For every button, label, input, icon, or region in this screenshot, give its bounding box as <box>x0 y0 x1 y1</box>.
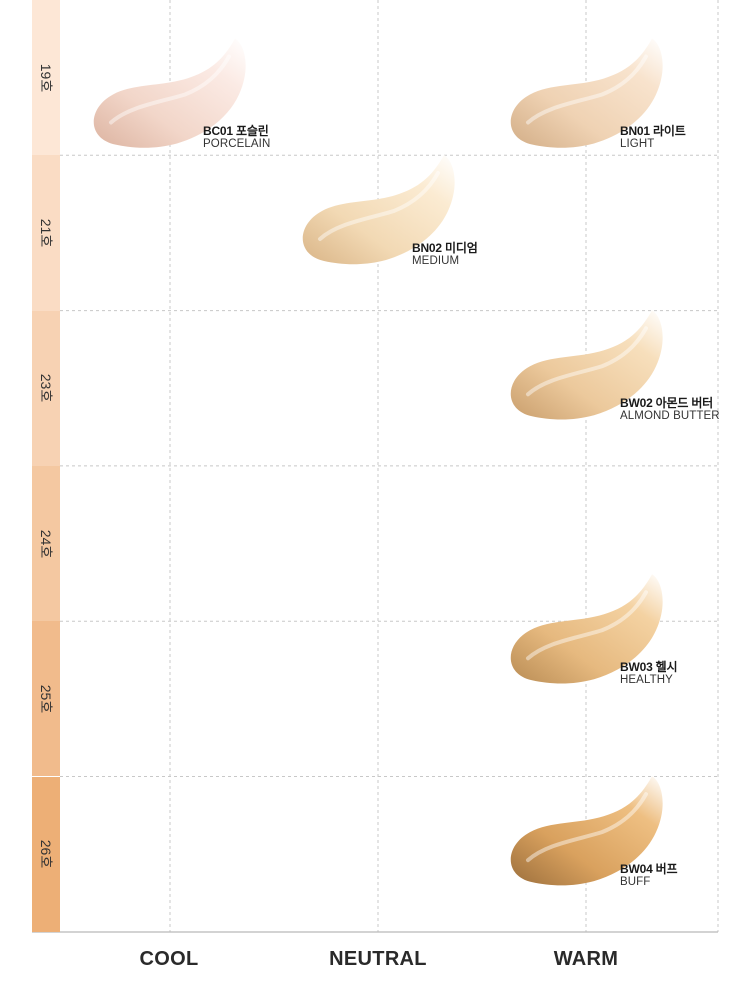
product-name: LIGHT <box>620 138 655 151</box>
swatch-shape <box>510 574 663 684</box>
product-code: BW03 헬시 <box>620 660 678 675</box>
column-label-neutral: NEUTRAL <box>329 948 427 970</box>
product-code: BN02 미디엄 <box>412 240 478 255</box>
swatch-healthy <box>510 574 663 684</box>
shade-band-26호 <box>32 776 60 932</box>
product-code: BN01 라이트 <box>620 124 686 139</box>
product-name: ALMOND BUTTER <box>620 410 720 423</box>
product-name: PORCELAIN <box>203 138 271 151</box>
column-label-cool: COOL <box>139 948 199 970</box>
swatch-shape <box>93 38 246 148</box>
swatch-shape <box>510 310 663 420</box>
swatch-buff <box>510 776 663 886</box>
shade-band-23호 <box>32 310 60 466</box>
swatch-highlight <box>318 170 440 241</box>
swatch-highlight <box>526 792 648 863</box>
swatch-medium <box>302 154 455 265</box>
shade-band-24호 <box>32 465 60 622</box>
shade-band-label: 23호 <box>38 374 55 403</box>
shade-band-label: 26호 <box>38 839 55 869</box>
product-name: BUFF <box>620 876 651 889</box>
swatch-highlight <box>526 326 648 397</box>
swatch-light <box>510 38 663 148</box>
column-label-warm: WARM <box>553 948 619 970</box>
product-code: BC01 포슬린 <box>203 124 269 139</box>
shade-band-19호 <box>32 0 60 156</box>
swatch-shape <box>510 38 663 148</box>
shade-band-label: 21호 <box>38 218 55 248</box>
swatch-shape <box>510 776 663 886</box>
swatch-almond-butter <box>510 310 663 420</box>
swatch-shape <box>302 154 455 265</box>
swatch-highlight <box>109 54 231 125</box>
swatch-highlight <box>526 54 648 125</box>
grid <box>32 0 719 933</box>
shade-band-label: 25호 <box>38 684 55 714</box>
product-code: BW04 버프 <box>620 862 678 877</box>
shade-band-label: 24호 <box>38 529 55 558</box>
product-name: HEALTHY <box>620 674 673 687</box>
swatch-highlight <box>526 590 648 661</box>
shade-band-21호 <box>32 155 60 311</box>
shade-band-25호 <box>32 621 60 777</box>
product-name: MEDIUM <box>412 254 460 267</box>
swatches <box>93 38 663 886</box>
shade-band-label: 19호 <box>38 63 55 92</box>
swatch-porcelain <box>93 38 246 148</box>
product-code: BW02 아몬드 버터 <box>620 396 714 411</box>
